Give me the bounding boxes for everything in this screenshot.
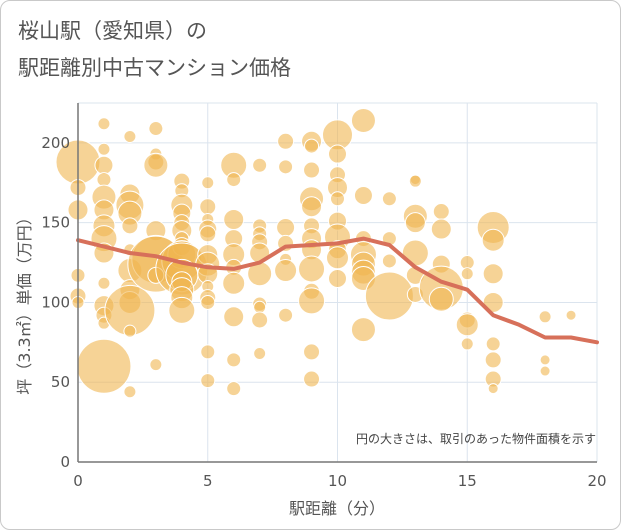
bubble-point bbox=[298, 255, 326, 283]
bubble-point bbox=[76, 338, 132, 394]
y-axis-label: 坪（3.3㎡）単価（万円） bbox=[15, 209, 34, 394]
bubble-point bbox=[278, 159, 294, 175]
bubble-point bbox=[148, 121, 164, 137]
bubble-point bbox=[278, 307, 294, 323]
bubble-point bbox=[428, 286, 454, 312]
bubble-point bbox=[481, 228, 505, 252]
bubble-point bbox=[353, 186, 373, 206]
x-tick-label: 10 bbox=[328, 472, 347, 490]
bubble-point bbox=[539, 365, 551, 377]
bubble-point bbox=[96, 172, 112, 188]
bubble-point bbox=[123, 130, 137, 144]
bubble-point bbox=[565, 309, 577, 321]
bubble-point bbox=[301, 196, 323, 218]
bubble-point bbox=[94, 155, 114, 175]
bubble-point bbox=[430, 218, 452, 240]
bubble-point bbox=[223, 306, 245, 328]
bubble-point bbox=[226, 352, 242, 368]
x-tick-label: 20 bbox=[587, 472, 606, 490]
y-tick-label: 200 bbox=[41, 134, 70, 152]
bubble-point bbox=[274, 259, 298, 283]
bubble-point bbox=[123, 324, 137, 338]
bubble-point bbox=[251, 311, 269, 329]
bubble-point bbox=[381, 253, 397, 269]
y-tick-label: 150 bbox=[41, 214, 70, 232]
bubble-point bbox=[304, 138, 320, 154]
bubble-point bbox=[226, 381, 242, 397]
bubble-point bbox=[484, 351, 502, 369]
bubble-point bbox=[350, 108, 376, 134]
bubble-point bbox=[97, 276, 111, 290]
bubble-point bbox=[303, 370, 321, 388]
y-tick-label: 100 bbox=[41, 293, 70, 311]
bubble-point bbox=[303, 161, 321, 179]
chart-title-line2: 駅距離別中古マンション価格 bbox=[18, 56, 291, 80]
trend-line-layer bbox=[76, 236, 599, 345]
x-tick-label: 15 bbox=[458, 472, 477, 490]
bubble-point bbox=[298, 287, 326, 315]
bubble-point bbox=[200, 344, 216, 360]
bubble-point bbox=[364, 271, 414, 321]
bubble-point bbox=[252, 157, 268, 173]
bubble-point bbox=[97, 117, 111, 131]
chart-title-line1: 桜山駅（愛知県）の bbox=[18, 19, 207, 43]
x-tick-label: 5 bbox=[203, 472, 213, 490]
y-tick-label: 50 bbox=[51, 373, 70, 391]
bubble-point bbox=[482, 263, 504, 285]
bubble-point bbox=[97, 142, 111, 156]
bubble-size-note: 円の大きさは、取引のあった物件面積を示す bbox=[356, 431, 596, 446]
bubble-point bbox=[328, 144, 347, 164]
bubble-point bbox=[432, 202, 450, 220]
bubble-point bbox=[253, 300, 267, 314]
bubble-point bbox=[487, 383, 499, 395]
bubble-point bbox=[253, 347, 267, 361]
bubble-point bbox=[121, 217, 139, 235]
bubble-point bbox=[303, 343, 321, 361]
y-tick-label: 0 bbox=[60, 453, 70, 471]
x-tick-label: 0 bbox=[73, 472, 83, 490]
bubble-point bbox=[226, 172, 242, 188]
bubble-point bbox=[538, 310, 552, 324]
bubble-point bbox=[200, 294, 216, 310]
bubble-point bbox=[222, 271, 246, 295]
bubble-point bbox=[460, 337, 474, 351]
bubble-point bbox=[404, 212, 426, 234]
bubble-point bbox=[123, 385, 137, 399]
bubble-point bbox=[143, 152, 169, 178]
bubble-point bbox=[328, 269, 347, 289]
bubble-point bbox=[460, 267, 474, 281]
x-axis-label: 駅距離（分） bbox=[289, 499, 385, 518]
bubble-point bbox=[168, 296, 196, 324]
bubble-point bbox=[330, 191, 345, 207]
trend-line bbox=[76, 236, 599, 345]
bubble-point bbox=[485, 336, 501, 352]
bubble-point bbox=[201, 176, 215, 190]
bubble-point bbox=[223, 208, 245, 230]
bubble-point bbox=[381, 191, 397, 207]
bubble-point bbox=[350, 317, 376, 343]
bubble-layer bbox=[55, 108, 577, 399]
bubble-point bbox=[199, 198, 217, 216]
bubble-point bbox=[149, 358, 163, 372]
bubble-point bbox=[539, 354, 551, 366]
bubble-point bbox=[455, 313, 479, 337]
bubble-point bbox=[326, 246, 349, 270]
bubble-point bbox=[277, 132, 295, 150]
bubble-point bbox=[200, 373, 216, 389]
bubble-point bbox=[408, 174, 422, 188]
bubble-point bbox=[276, 217, 296, 237]
bubble-point bbox=[199, 225, 217, 243]
